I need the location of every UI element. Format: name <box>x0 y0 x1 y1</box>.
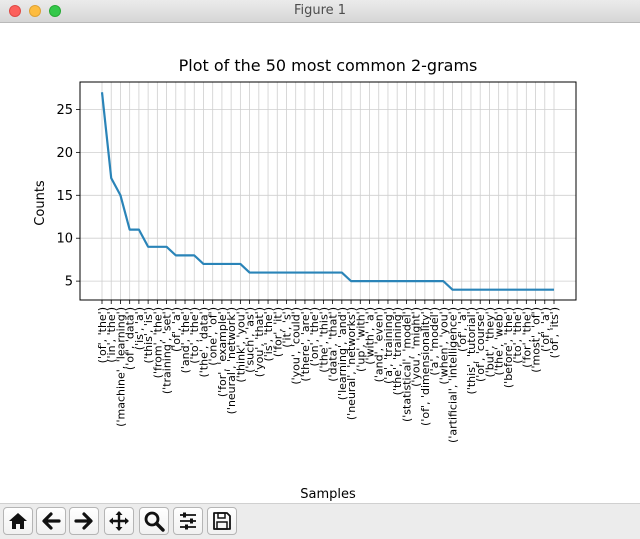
x-tick-label: ('of', 'a') <box>170 307 183 352</box>
configure-subplots-icon <box>180 512 196 530</box>
x-tick-label: ('for', 'it') <box>271 307 284 357</box>
x-tick-label: ('a', 'training') <box>382 307 395 384</box>
navigation-toolbar <box>0 503 640 539</box>
zoom-button[interactable] <box>139 507 169 535</box>
x-tick-label: ('with', 'a') <box>364 307 377 365</box>
x-tick-label: ('you', 'that') <box>253 307 266 377</box>
x-tick-label: ('on', 'the') <box>308 307 321 366</box>
x-tick-label: ('of', 'a') <box>539 307 552 352</box>
counts-series-line <box>100 92 554 291</box>
x-tick-label: ('neural', 'networks') <box>345 307 358 420</box>
minimize-window-button[interactable] <box>29 5 41 17</box>
figure-canvas: 5 10 15 20 25 ('of', 'the') ('in', 'the') ('ma… <box>0 23 640 503</box>
y-tick-label: 15 <box>56 189 73 204</box>
save-icon <box>213 512 231 530</box>
pan-button[interactable] <box>104 507 134 535</box>
x-tick-label: ('and', 'even') <box>373 307 386 382</box>
save-button[interactable] <box>207 507 237 535</box>
x-tick-label: ('but', 'they') <box>483 307 496 378</box>
x-tick-label: ('one', 'of') <box>207 307 220 366</box>
line-chart: 5 10 15 20 25 ('of', 'the')('in', 'the')('ma… <box>33 56 577 502</box>
x-tick-label: ('learning', 'and') <box>336 307 349 400</box>
x-tick-label: ('artificial', 'intelligence') <box>447 307 460 443</box>
y-tick-label: 20 <box>56 146 73 161</box>
x-tick-label: ('the', 'training') <box>391 307 404 395</box>
y-tick-label: 10 <box>56 232 73 247</box>
y-tick-label: 25 <box>56 103 73 118</box>
x-axis-label: Samples <box>300 487 356 502</box>
x-tick-label: ('data', 'that') <box>327 307 340 382</box>
x-tick-label: ('you', 'might') <box>410 307 423 387</box>
y-axis-label: Counts <box>33 180 48 226</box>
x-tick-label: ('a', 'model') <box>428 307 441 376</box>
x-tick-label: ('of', 'course') <box>474 307 487 382</box>
x-tick-label: ('of', 'the') <box>96 307 109 363</box>
x-tick-label: ('of', 'dimensionality') <box>419 307 432 426</box>
maximize-window-button[interactable] <box>49 5 61 17</box>
x-tick-label: ('such', 'as') <box>244 307 257 373</box>
x-tick-label: ('of', 'a') <box>456 307 469 352</box>
x-tick-label: ('the', 'this') <box>317 307 330 373</box>
x-tick-label: ('and', 'the') <box>179 307 192 373</box>
x-tick-label: ('for', 'example') <box>216 307 229 397</box>
x-tick-label: ('to', 'the') <box>511 307 524 364</box>
close-window-button[interactable] <box>9 5 21 17</box>
home-button[interactable] <box>3 507 33 535</box>
x-tick-label: ('the', 'data') <box>197 307 210 378</box>
zoom-icon <box>144 511 165 532</box>
title-bar[interactable]: Figure 1 <box>0 0 640 23</box>
home-icon <box>9 513 27 529</box>
x-tick-label: ('it', 's') <box>280 307 293 348</box>
chart-title: Plot of the 50 most common 2-grams <box>179 56 478 75</box>
forward-button[interactable] <box>69 507 99 535</box>
x-tick-label: ('is', 'a') <box>133 307 146 350</box>
x-tick-label: ('this', 'is') <box>142 307 155 364</box>
x-tick-label: ('machine', 'learning') <box>114 307 127 427</box>
back-button[interactable] <box>36 507 66 535</box>
x-tick-label: ('think', 'you') <box>234 307 247 383</box>
y-tick-label: 5 <box>65 275 73 290</box>
x-tick-label: ('most', 'of') <box>530 307 543 373</box>
x-tick-label: ('up', 'with') <box>354 307 367 372</box>
window-title: Figure 1 <box>293 3 347 18</box>
configure-subplots-button[interactable] <box>173 507 203 535</box>
x-tick-label: ('training', 'set') <box>161 307 174 394</box>
back-arrow-icon <box>42 512 61 530</box>
x-tick-label: ('of', 'its') <box>548 307 561 358</box>
pan-icon <box>109 511 129 531</box>
axes-frame <box>79 81 577 301</box>
x-tick-label: ('before', 'the') <box>502 307 515 388</box>
x-tick-label: ('there', 'are') <box>299 307 312 382</box>
x-tick-label: ('this', 'tutorial') <box>465 307 478 394</box>
x-tick-label: ('you', 'could') <box>290 307 303 385</box>
x-tick-label: ('neural', 'network') <box>225 307 238 414</box>
x-tick-label: ('from', 'the') <box>151 307 164 378</box>
x-tick-label: ('in', 'the') <box>105 307 118 363</box>
x-tick-label: ('to', 'the') <box>188 307 201 364</box>
x-tick-label: ('is', 'the') <box>262 307 275 362</box>
x-tick-label: ('when', 'you') <box>437 307 450 385</box>
x-tick-label: ('of', 'data') <box>124 307 137 370</box>
x-tick-label: ('the', 'web') <box>493 307 506 375</box>
forward-arrow-icon <box>74 512 93 530</box>
x-tick-label: ('for', 'the') <box>520 307 533 368</box>
x-tick-label: ('statistical', 'model') <box>400 307 413 422</box>
